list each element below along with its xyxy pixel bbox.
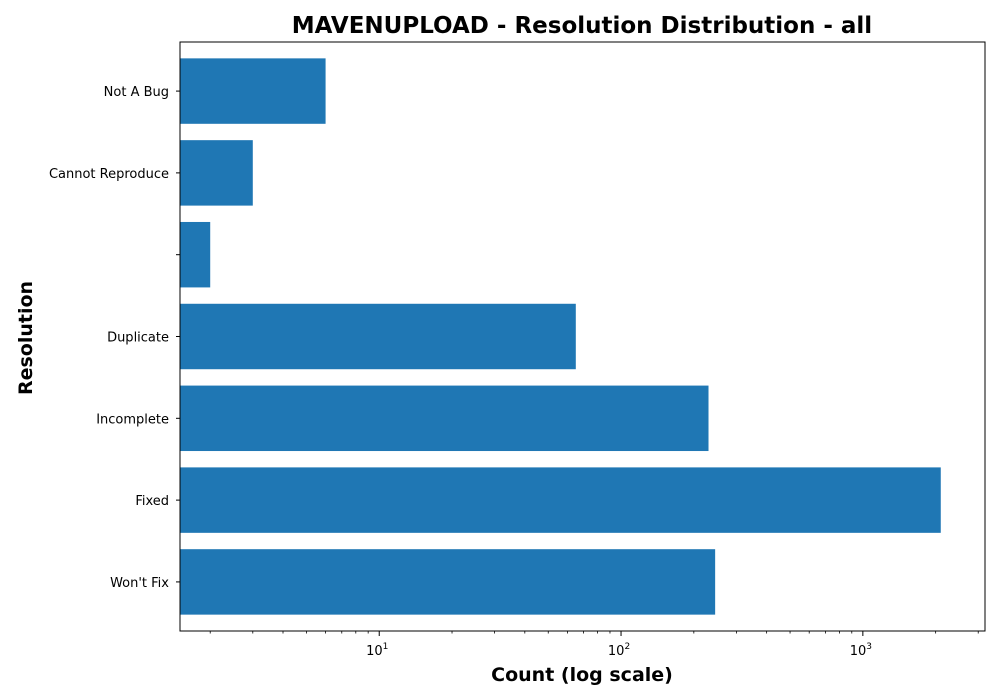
chart-title: MAVENUPLOAD - Resolution Distribution - … — [292, 13, 872, 39]
bar-1 — [180, 467, 941, 533]
y-tick-label-3: Duplicate — [107, 331, 169, 346]
y-tick-label-2: Incomplete — [96, 412, 169, 427]
y-axis: Won't Fix Fixed Incomplete Duplicate Cannot … — [49, 85, 180, 591]
x-tick-label-0: 101 — [366, 642, 388, 659]
y-tick-label-5: Cannot Reproduce — [49, 167, 169, 182]
y-axis-label: Resolution — [15, 281, 37, 395]
bar-4 — [180, 221, 211, 288]
x-tick-label-1: 102 — [608, 642, 630, 659]
y-tick-label-0: Won't Fix — [110, 576, 169, 591]
y-tick-label-1: Fixed — [135, 494, 169, 509]
bar-3 — [180, 303, 576, 370]
x-axis-label: Count (log scale) — [491, 664, 673, 686]
bar-6 — [180, 58, 326, 124]
bar-5 — [180, 140, 253, 206]
y-tick-label-6: Not A Bug — [104, 85, 169, 100]
bars — [180, 58, 941, 615]
bar-0 — [180, 549, 716, 615]
x-tick-label-2: 103 — [850, 642, 872, 659]
bar-2 — [180, 385, 709, 452]
x-axis: 101 102 103 — [209, 631, 979, 659]
